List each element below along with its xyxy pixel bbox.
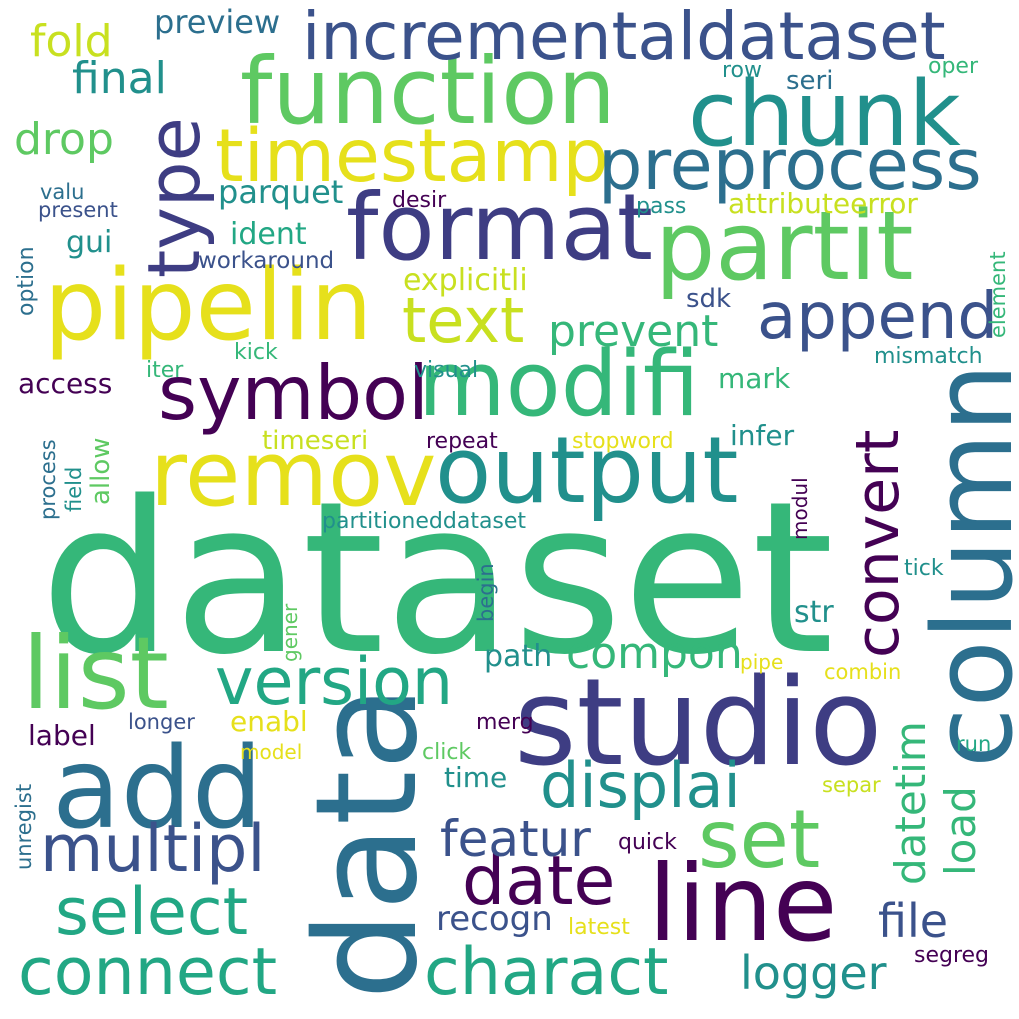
word-oper: oper [928,54,979,79]
word-model: model [240,740,303,764]
word-append: append [757,280,999,354]
word-time: time [444,761,508,794]
word-modifi: modifi [418,332,700,437]
word-access: access [18,367,113,400]
word-fold: fold [30,16,113,67]
word-preview: preview [154,3,281,41]
word-select: select [55,875,249,950]
word-element: element [986,251,1010,338]
word-multipl: multipl [40,812,266,887]
word-workaround: workaround [198,248,335,274]
word-incrementaldataset: incrementaldataset [302,0,946,75]
word-mismatch: mismatch [874,344,983,369]
word-set: set [698,793,821,886]
word-drop: drop [14,114,114,165]
word-allow: allow [86,437,116,505]
word-desir: desir [392,188,447,213]
word-attributeerror: attributeerror [728,187,918,220]
word-stopword: stopword [572,429,674,454]
word-begin: begin [474,563,498,622]
word-separ: separ [822,773,881,797]
word-gener: gener [278,603,302,662]
word-run: run [956,732,992,756]
word-infer: infer [730,419,795,452]
word-parquet: parquet [218,173,344,211]
word-timestamp: timestamp [215,114,609,199]
word-datetim: datetim [886,721,935,885]
word-connect: connect [18,935,278,1010]
word-charact: charact [424,935,669,1010]
word-featur: featur [440,810,591,868]
word-modul: modul [788,477,812,540]
word-path: path [484,639,553,674]
word-version: version [215,645,454,720]
word-enabl: enabl [230,705,308,738]
word-pipe: pipe [740,650,784,674]
word-longer: longer [128,710,195,734]
word-list: list [22,615,169,732]
word-output: output [435,417,739,524]
word-gui: gui [66,225,113,260]
word-file: file [878,894,949,948]
word-text: text [402,284,525,357]
word-visual: visual [414,358,479,383]
word-displai: displai [540,749,741,822]
word-recogn: recogn [436,899,553,939]
word-preprocess: preprocess [598,124,982,206]
word-timeseri: timeseri [262,426,369,456]
word-click: click [422,740,472,765]
word-prevent: prevent [548,306,719,357]
word-quick: quick [618,830,677,855]
word-compon: compon [566,628,743,679]
word-process: process [36,439,60,520]
word-dataset: dataset [40,456,834,701]
word-chunk: chunk [688,62,961,167]
word-logger: logger [740,946,887,1000]
word-studio: studio [514,654,883,793]
word-function: function [240,38,616,145]
word-ident: ident [230,217,307,252]
word-field: field [62,466,86,512]
word-valu: valu [40,180,85,204]
word-seri: seri [786,66,834,96]
word-segreg: segreg [914,943,990,968]
word-kick: kick [234,340,278,365]
word-symbol: symbol [158,349,429,437]
word-remov: remov [150,422,437,527]
word-tick: tick [904,556,944,581]
word-partit: partit [655,192,914,302]
word-sdk: sdk [686,284,732,314]
word-load: load [936,786,985,876]
word-merg: merg [476,710,534,735]
word-unregist: unregist [12,783,36,870]
word-convert: convert [843,429,913,658]
word-format: format [346,174,653,281]
word-latest: latest [568,915,630,940]
word-add: add [52,724,263,854]
word-present: present [38,198,118,222]
word-row: row [722,58,763,83]
word-label: label [28,719,96,752]
word-option: option [14,246,39,316]
word-iter: iter [146,358,184,383]
word-combin: combin [824,660,902,684]
word-explicitli: explicitli [403,263,528,298]
word-final: final [72,53,167,104]
word-pipelin: pipelin [44,249,373,363]
word-data: data [286,684,449,1000]
word-pass: pass [636,194,687,219]
word-date: date [462,842,616,921]
word-mark: mark [718,362,791,395]
word-str: str [794,595,834,630]
word-line: line [648,843,838,965]
word-partitioneddataset: partitioneddataset [322,509,527,534]
word-repeat: repeat [426,429,498,454]
